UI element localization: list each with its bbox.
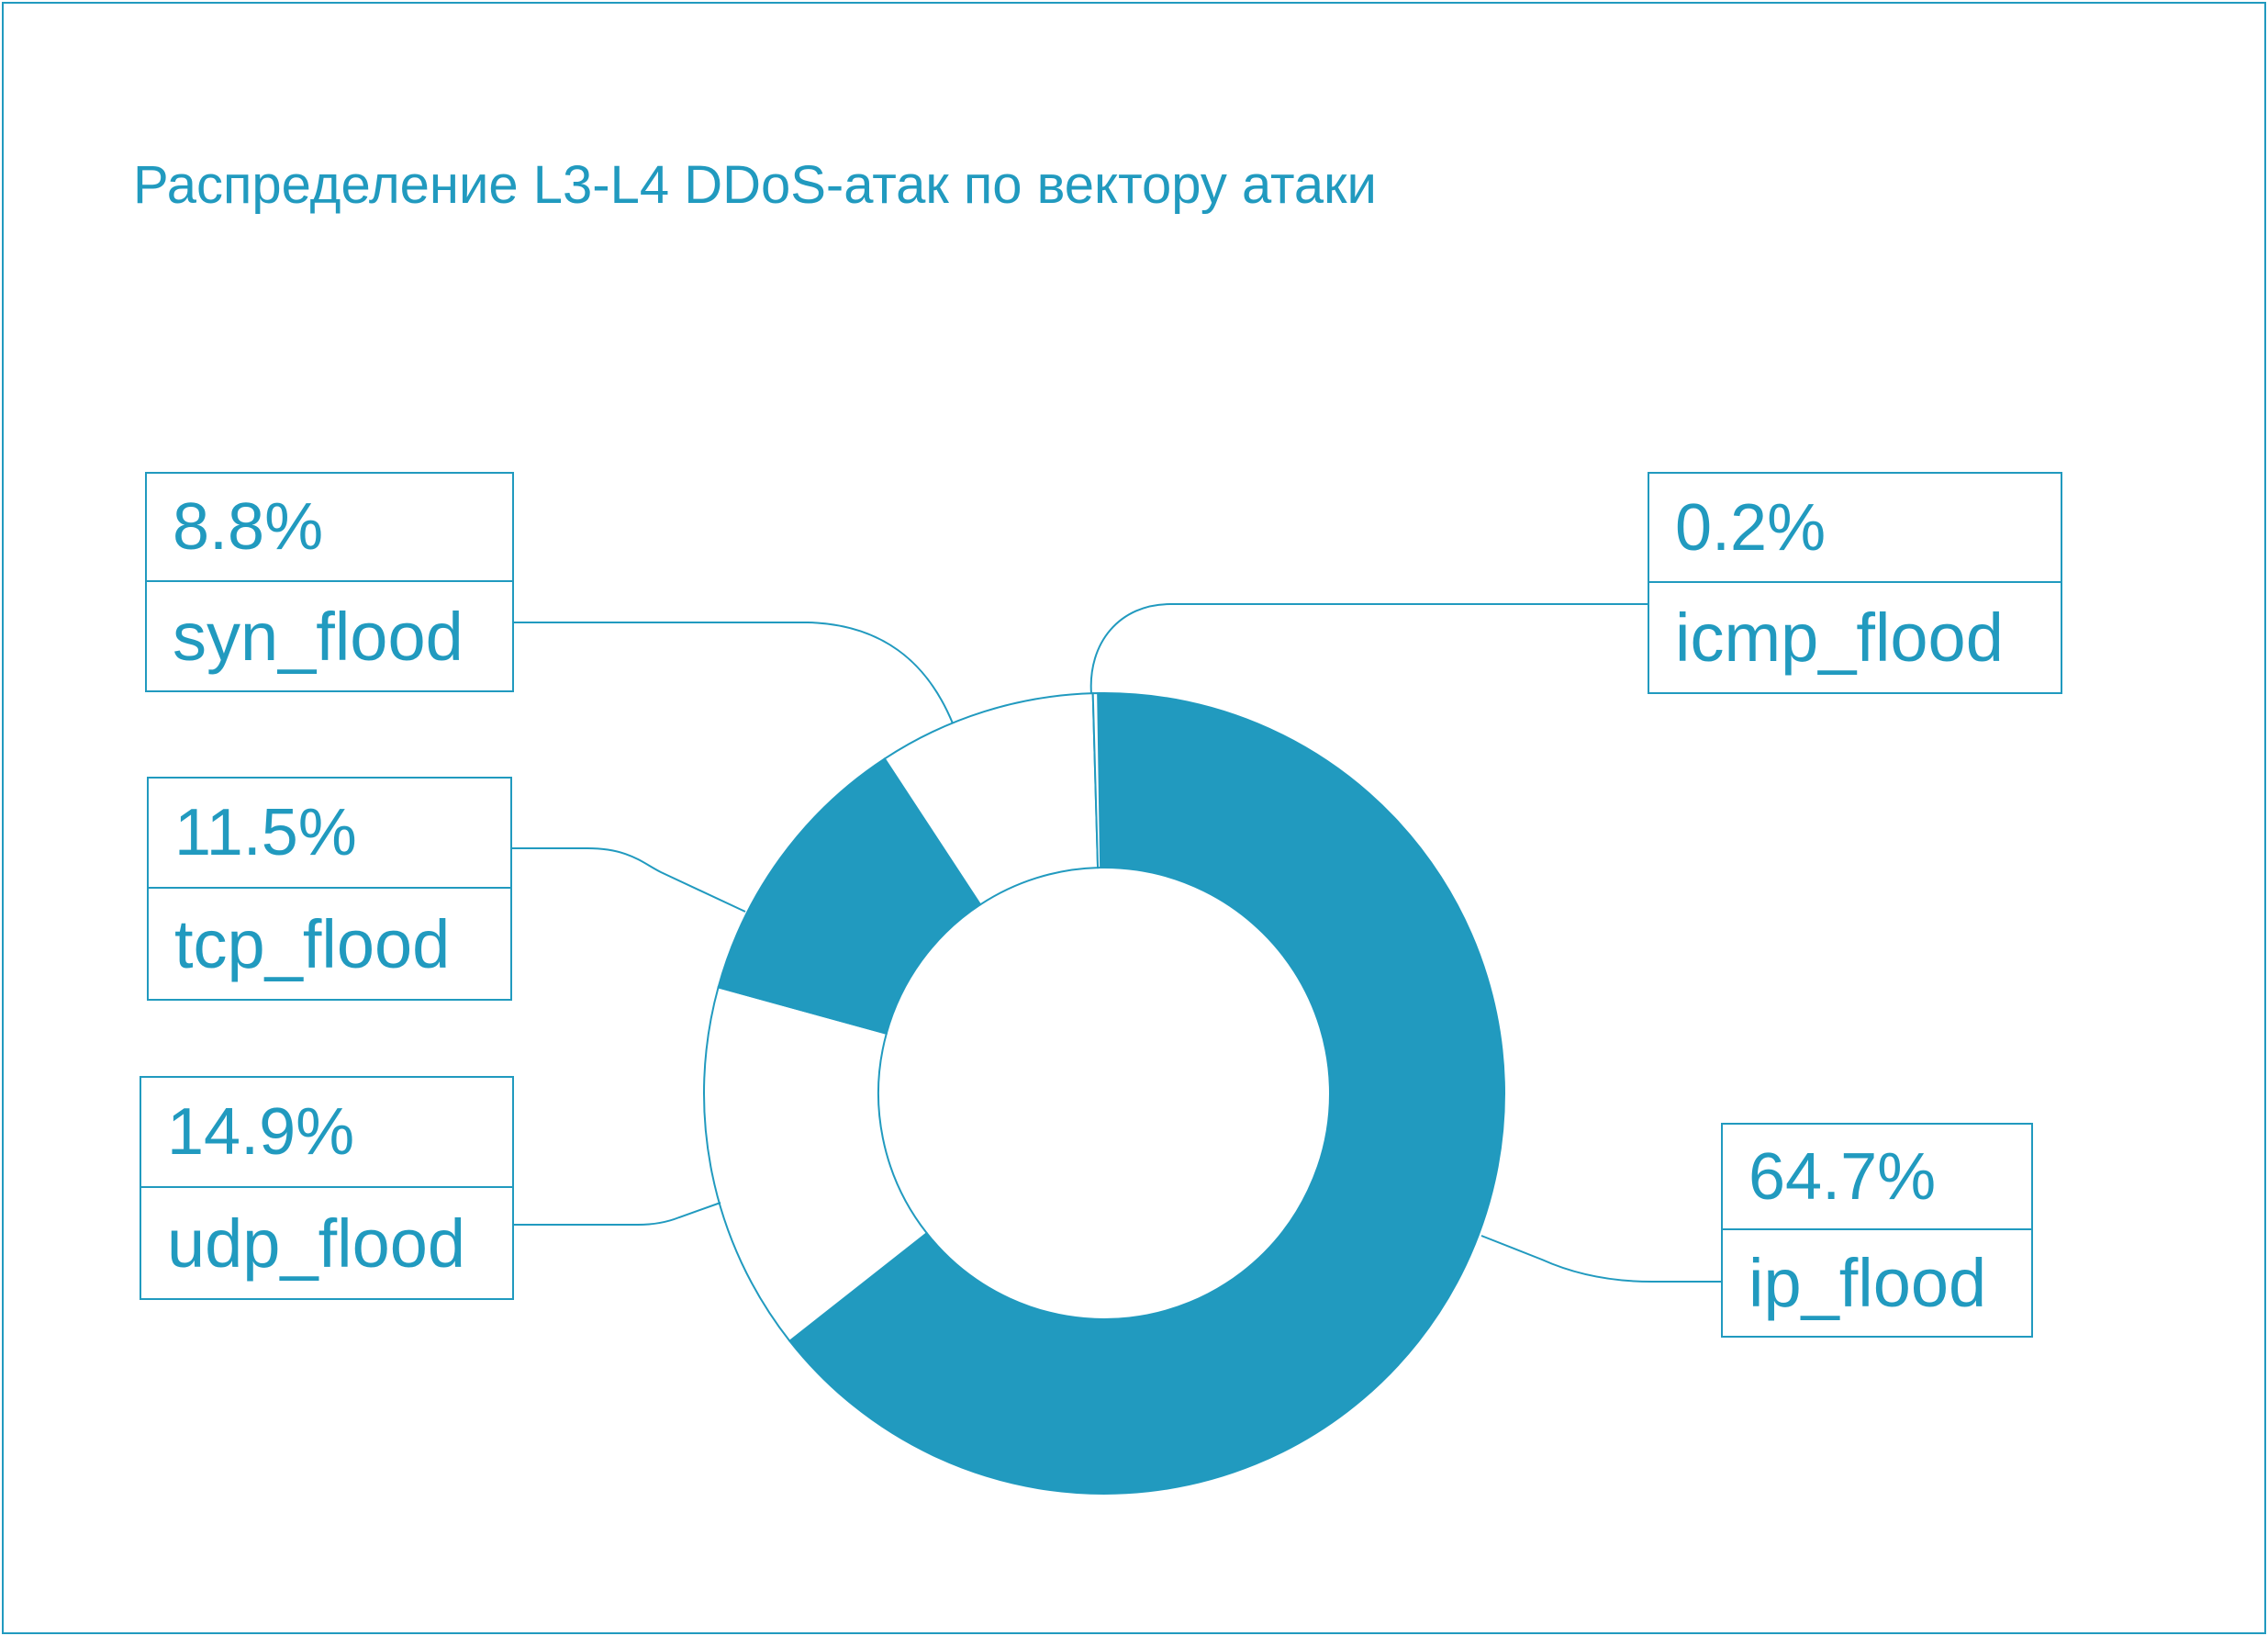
slice-udp-flood [703,986,929,1343]
callout-tcp-flood: 11.5% tcp_flood [147,777,512,1001]
leader-icmp-flood [1089,603,1648,695]
slice-category-label: udp_flood [167,1205,466,1282]
slice-value-label: 64.7% [1723,1125,2031,1230]
slice-value-label: 8.8% [147,474,512,582]
slice-category-label: tcp_flood [174,905,451,982]
chart-title: Распределение L3-L4 DDoS-атак по вектору… [133,155,1377,215]
slice-category-label: icmp_flood [1675,599,2004,676]
slice-tcp-flood [717,757,982,1036]
leader-udp-flood [514,1202,721,1226]
callout-icmp-flood: 0.2% icmp_flood [1648,472,2062,694]
callout-syn-flood: 8.8% syn_flood [145,472,514,692]
leader-lines [512,603,1721,1283]
slice-value-label: 0.2% [1649,474,2061,583]
leader-tcp-flood [512,847,746,913]
slice-value-label: 11.5% [149,779,510,889]
leader-syn-flood [514,622,954,724]
callout-udp-flood: 14.9% udp_flood [140,1076,514,1300]
slice-category-label: ip_flood [1748,1245,1987,1321]
slice-value-label: 14.9% [141,1078,512,1188]
donut-slices [703,692,1505,1495]
slice-ip-flood [788,692,1505,1495]
callout-ip-flood: 64.7% ip_flood [1721,1123,2033,1338]
slice-category-label: syn_flood [173,598,464,675]
leader-ip-flood [1480,1235,1721,1283]
slice-icmp-flood [1091,692,1102,869]
